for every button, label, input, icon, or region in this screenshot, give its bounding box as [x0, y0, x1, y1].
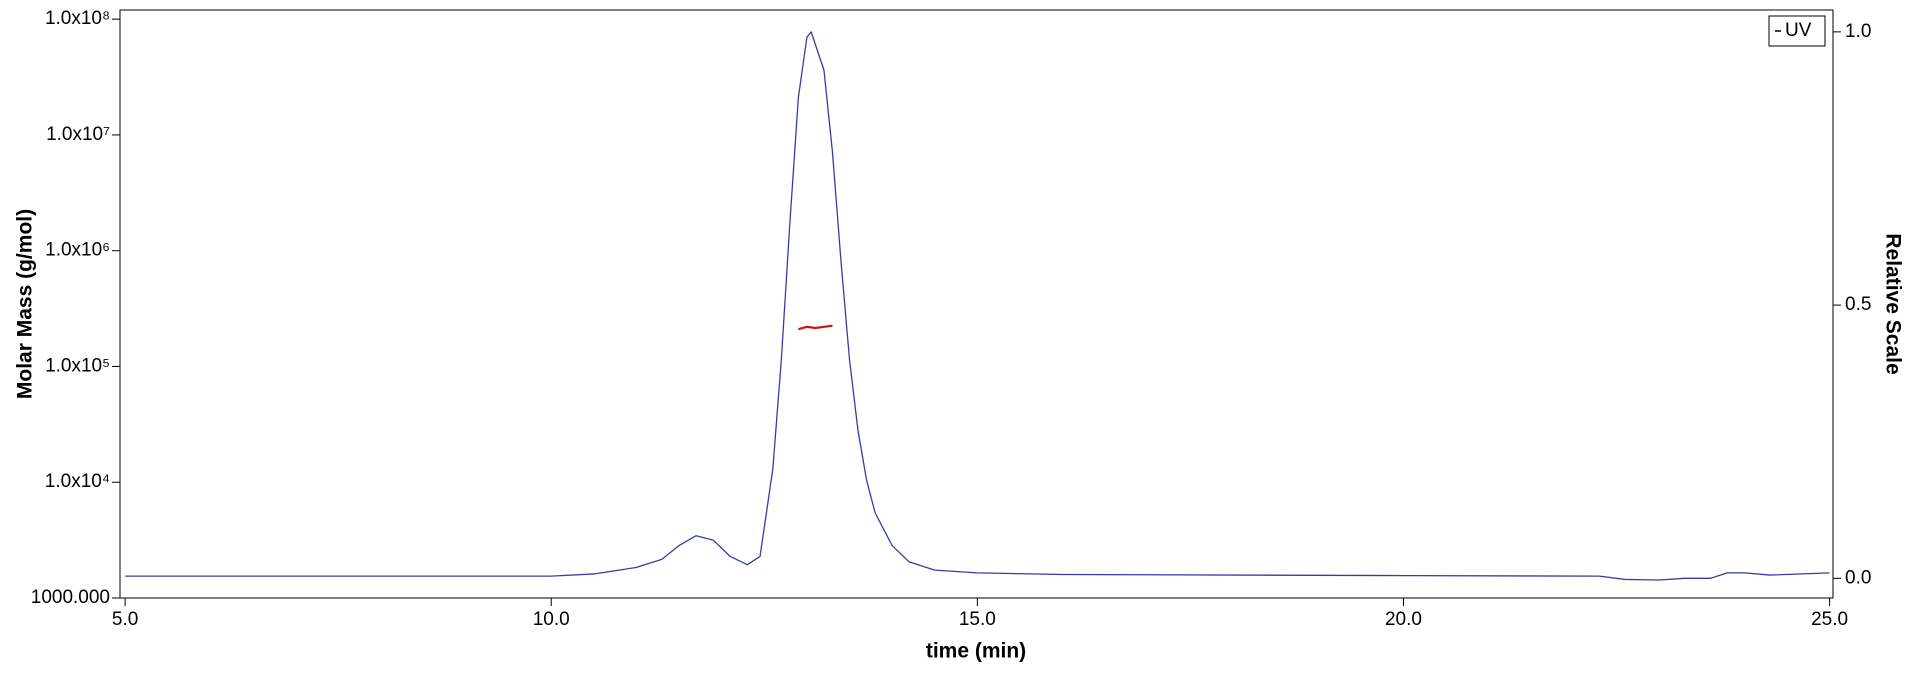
series-line — [125, 31, 1830, 581]
legend-label: UV — [1785, 20, 1812, 41]
plot-frame — [119, 9, 1834, 599]
y2-tick-label: 1.0 — [1845, 21, 1871, 42]
x-tick-label: 15.0 — [959, 609, 996, 630]
y2-tick-label: 0.5 — [1845, 294, 1871, 315]
x-tick-label: 25.0 — [1811, 609, 1848, 630]
x-tick-label: 5.0 — [112, 609, 138, 630]
y-tick-label: 1.0x10⁷ — [46, 124, 110, 145]
x-tick-label: 10.0 — [533, 609, 570, 630]
y-tick-label: 1.0x10⁸ — [45, 8, 110, 29]
y2-tick-label: 0.0 — [1845, 567, 1871, 588]
y-tick-label: 1.0x10⁶ — [45, 240, 110, 261]
y-tick-label: 1000.000 — [31, 587, 110, 608]
y-tick-label: 1.0x10⁴ — [45, 471, 110, 492]
x-axis-title: time (min) — [926, 640, 1026, 663]
y2-axis-title: Relative Scale — [1881, 233, 1904, 374]
series-line — [798, 324, 833, 331]
y-axis-title: Molar Mass (g/mol) — [14, 209, 37, 399]
x-tick-label: 20.0 — [1385, 609, 1422, 630]
y-tick-label: 1.0x10⁵ — [45, 355, 110, 376]
